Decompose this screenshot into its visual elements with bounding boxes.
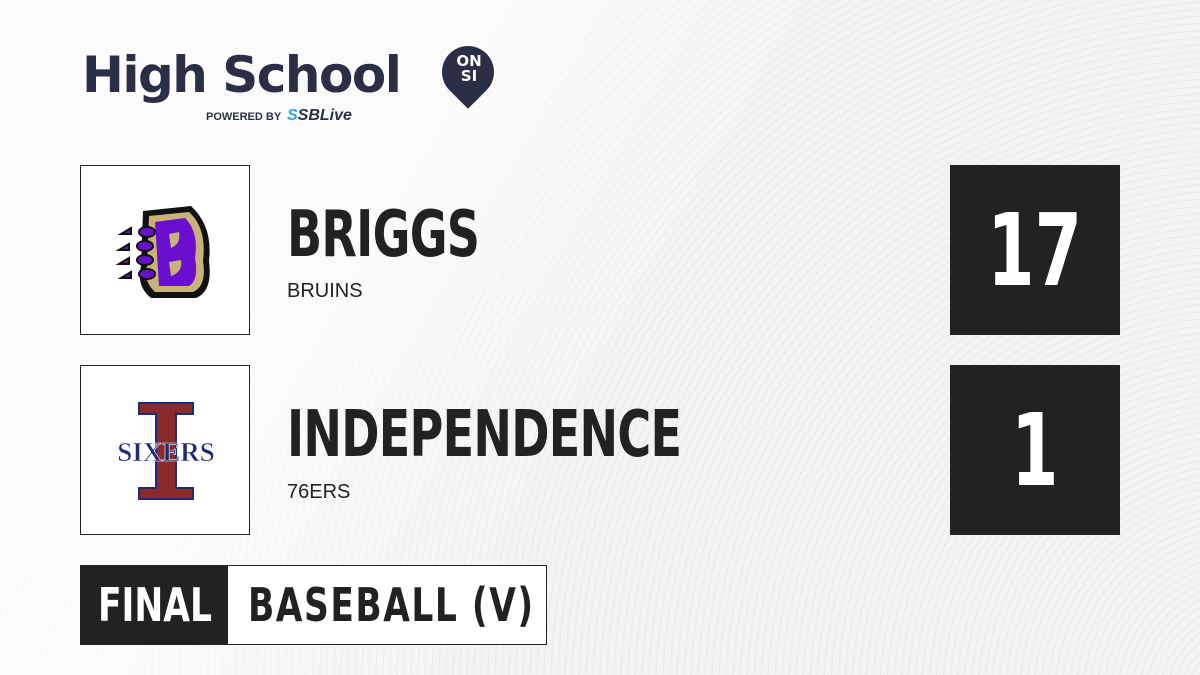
badge-line2: SI xyxy=(460,67,478,85)
score-home-value: 17 xyxy=(987,191,1083,309)
score-away-value: 1 xyxy=(1011,391,1059,509)
team-logo-independence: SIXERS xyxy=(80,365,250,535)
game-status-bar: FINAL BASEBALL (V) xyxy=(80,565,547,645)
bear-paw-b-icon xyxy=(115,206,210,298)
sport-text: BASEBALL (V) xyxy=(248,578,535,632)
sblive-logo: SSBLive xyxy=(287,107,352,125)
team-mascot-home: BRUINS xyxy=(287,280,363,302)
badge-text: ON SI xyxy=(446,54,492,84)
status-text: FINAL xyxy=(97,578,212,632)
sixers-i-icon: SIXERS xyxy=(117,402,215,500)
team-logo-briggs xyxy=(80,165,250,335)
team-name-home: BRIGGS xyxy=(287,198,480,272)
powered-by: POWERED BY xyxy=(206,111,282,123)
score-home: 17 xyxy=(950,165,1120,335)
sblive-mark: S xyxy=(287,107,298,124)
score-away: 1 xyxy=(950,365,1120,535)
team-name-away: INDEPENDENCE xyxy=(287,398,682,472)
sblive-text: SBLive xyxy=(297,107,352,124)
sixers-wordmark: SIXERS xyxy=(117,437,215,467)
badge-line1: ON xyxy=(456,52,482,70)
status-badge: FINAL xyxy=(81,566,228,644)
team-mascot-away: 76ERS xyxy=(287,481,351,503)
brand-title: High School xyxy=(82,46,402,104)
sport-label: BASEBALL (V) xyxy=(228,566,630,644)
